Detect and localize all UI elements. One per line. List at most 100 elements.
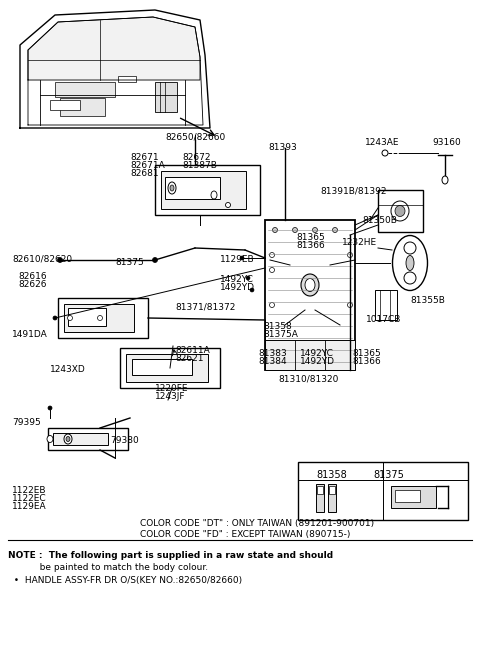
Ellipse shape: [68, 316, 72, 320]
Text: 1129EB: 1129EB: [220, 255, 254, 264]
Ellipse shape: [442, 176, 448, 184]
Bar: [58, 298, 148, 338]
Text: be painted to match the body colour.: be painted to match the body colour.: [8, 563, 208, 572]
Text: 1492YD: 1492YD: [300, 357, 335, 366]
Text: 81310/81320: 81310/81320: [278, 374, 338, 383]
Bar: [395, 490, 420, 502]
Bar: [298, 462, 468, 520]
Bar: [165, 177, 220, 199]
Text: 81383: 81383: [258, 349, 287, 358]
Bar: [50, 100, 80, 110]
Bar: [60, 98, 105, 116]
Text: 81375: 81375: [115, 258, 144, 267]
Ellipse shape: [211, 191, 217, 199]
Bar: [317, 486, 323, 494]
Bar: [328, 484, 336, 512]
Ellipse shape: [269, 267, 275, 272]
Text: 82611A: 82611A: [175, 346, 210, 355]
Ellipse shape: [48, 406, 52, 410]
Ellipse shape: [333, 227, 337, 233]
Text: 82621: 82621: [175, 354, 204, 363]
Text: 1492YC: 1492YC: [220, 275, 254, 284]
Text: 1243XD: 1243XD: [50, 365, 86, 374]
Ellipse shape: [250, 288, 254, 292]
Bar: [155, 165, 260, 215]
Ellipse shape: [348, 303, 352, 307]
Ellipse shape: [395, 206, 405, 217]
Ellipse shape: [382, 150, 388, 156]
Bar: [375, 290, 397, 320]
Ellipse shape: [269, 252, 275, 257]
Bar: [55, 82, 115, 97]
Text: 1492YD: 1492YD: [220, 283, 255, 292]
Bar: [118, 76, 136, 82]
Text: 82616: 82616: [18, 272, 47, 281]
Text: 79380: 79380: [110, 436, 139, 445]
Bar: [316, 484, 324, 512]
Ellipse shape: [66, 436, 70, 441]
Text: 81375A: 81375A: [263, 330, 298, 339]
Bar: [132, 359, 192, 375]
Bar: [378, 190, 423, 232]
Text: 1122EB: 1122EB: [12, 486, 47, 495]
Ellipse shape: [53, 316, 57, 320]
Text: 81384: 81384: [258, 357, 287, 366]
Ellipse shape: [97, 316, 103, 320]
Text: 93160: 93160: [432, 138, 461, 147]
Ellipse shape: [246, 276, 250, 280]
Bar: [265, 340, 355, 370]
Text: 81366: 81366: [296, 241, 325, 250]
Ellipse shape: [312, 227, 317, 233]
Ellipse shape: [404, 242, 416, 254]
Text: 81391B/81392: 81391B/81392: [320, 186, 386, 195]
Text: 82681: 82681: [130, 169, 158, 178]
Ellipse shape: [64, 434, 72, 444]
Text: 81366: 81366: [352, 357, 381, 366]
Ellipse shape: [292, 227, 298, 233]
Ellipse shape: [305, 278, 315, 291]
Text: 1492YC: 1492YC: [300, 349, 334, 358]
Ellipse shape: [273, 227, 277, 233]
Ellipse shape: [348, 252, 352, 257]
Text: 82671: 82671: [130, 153, 158, 162]
Text: 82650/82660: 82650/82660: [165, 133, 225, 142]
Text: 81375: 81375: [373, 470, 404, 480]
Ellipse shape: [47, 436, 53, 443]
Text: COLOR CODE "DT" : ONLY TAIWAN (891201-900701): COLOR CODE "DT" : ONLY TAIWAN (891201-90…: [140, 519, 374, 528]
Text: 81393: 81393: [268, 143, 297, 152]
Ellipse shape: [391, 201, 409, 221]
Text: 82671A: 82671A: [130, 161, 165, 170]
Bar: [68, 308, 106, 326]
Bar: [161, 171, 246, 209]
Ellipse shape: [301, 274, 319, 296]
Bar: [53, 433, 108, 445]
Text: 1220FE: 1220FE: [155, 384, 189, 393]
Text: 81365: 81365: [296, 233, 325, 242]
Ellipse shape: [58, 257, 62, 263]
Ellipse shape: [168, 182, 176, 194]
Text: 81358: 81358: [316, 470, 347, 480]
Polygon shape: [28, 17, 200, 80]
Text: 81358: 81358: [263, 322, 292, 331]
Text: 1129EA: 1129EA: [12, 502, 47, 511]
Text: 1491DA: 1491DA: [12, 330, 48, 339]
Text: 1232HE: 1232HE: [342, 238, 377, 247]
Bar: [391, 486, 436, 508]
Text: 81387B: 81387B: [182, 161, 217, 170]
Bar: [329, 486, 335, 494]
Text: COLOR CODE "FD" : EXCEPT TAIWAN (890715-): COLOR CODE "FD" : EXCEPT TAIWAN (890715-…: [140, 530, 350, 539]
Ellipse shape: [406, 255, 414, 271]
Text: 1122EC: 1122EC: [12, 494, 47, 503]
Text: 81365: 81365: [352, 349, 381, 358]
Text: NOTE :  The following part is supplied in a raw state and should: NOTE : The following part is supplied in…: [8, 551, 333, 560]
Bar: [265, 220, 355, 370]
Text: 1017CB: 1017CB: [366, 315, 401, 324]
Text: 79395: 79395: [12, 418, 41, 427]
Text: 81355B: 81355B: [410, 296, 445, 305]
Bar: [126, 354, 208, 382]
Ellipse shape: [269, 303, 275, 307]
Ellipse shape: [170, 185, 174, 191]
Ellipse shape: [393, 236, 428, 291]
Text: 1243AE: 1243AE: [365, 138, 399, 147]
Text: 1243JF: 1243JF: [155, 392, 185, 401]
